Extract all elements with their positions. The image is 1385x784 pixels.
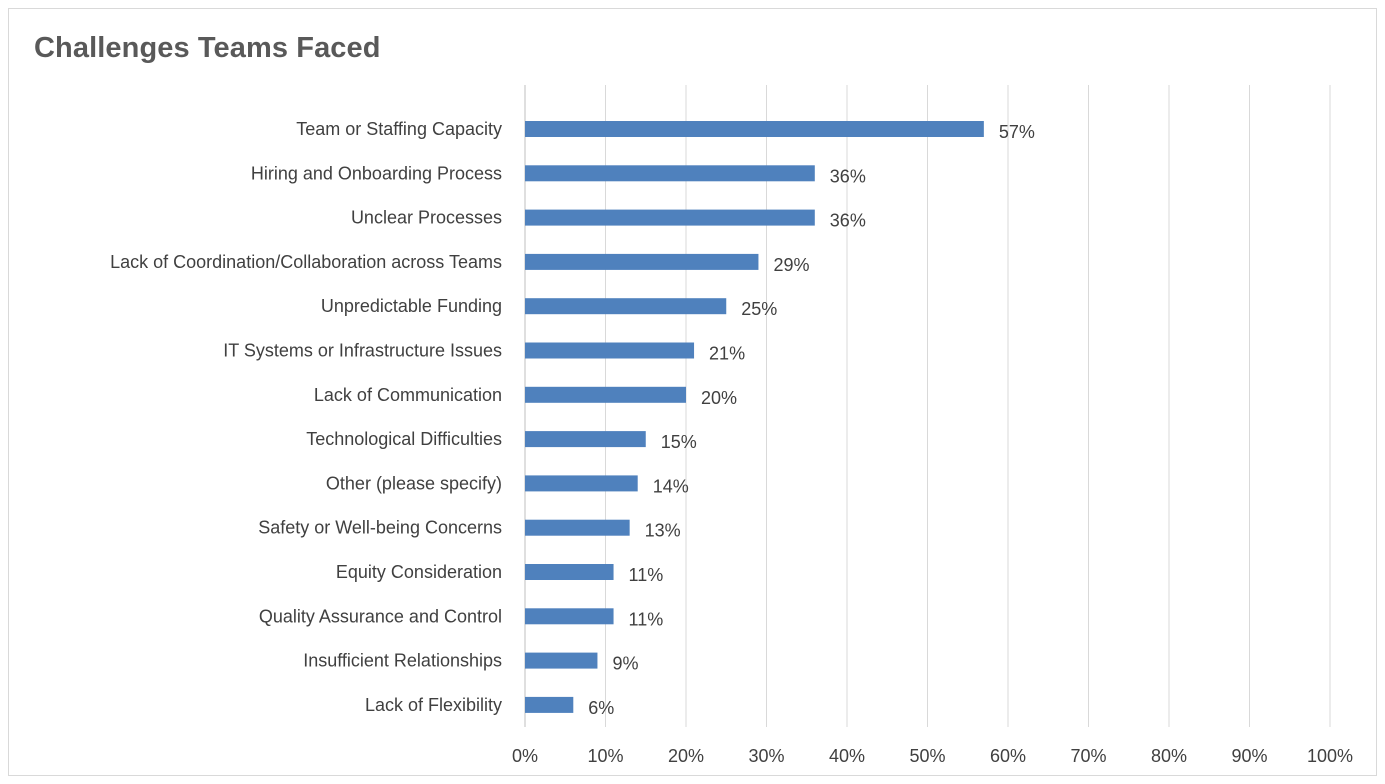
bar	[525, 298, 727, 315]
data-label: 25%	[741, 299, 777, 319]
bar	[525, 386, 686, 403]
category-label: Lack of Coordination/Collaboration acros…	[110, 252, 502, 272]
category-label: Quality Assurance and Control	[259, 606, 502, 626]
data-label: 6%	[588, 698, 614, 718]
x-tick-label: 80%	[1151, 746, 1187, 766]
bar	[525, 121, 984, 137]
x-tick-label: 30%	[748, 746, 784, 766]
data-label: 29%	[773, 255, 809, 275]
data-label: 57%	[999, 122, 1035, 142]
bar	[525, 431, 646, 448]
category-label: Lack of Flexibility	[365, 695, 502, 715]
data-label: 15%	[661, 432, 697, 452]
bar	[525, 165, 815, 182]
bar	[525, 652, 598, 669]
category-label: Technological Difficulties	[306, 429, 502, 449]
x-tick-label: 100%	[1307, 746, 1353, 766]
data-label: 14%	[653, 476, 689, 496]
chart-title: Challenges Teams Faced	[34, 32, 381, 64]
data-label: 21%	[709, 344, 745, 364]
category-label: Team or Staffing Capacity	[296, 119, 502, 139]
category-label: Hiring and Onboarding Process	[251, 163, 502, 183]
bar	[525, 519, 630, 536]
bar	[525, 475, 638, 492]
category-label: IT Systems or Infrastructure Issues	[223, 341, 502, 361]
x-tick-label: 90%	[1231, 746, 1267, 766]
x-tick-label: 40%	[829, 746, 865, 766]
category-label: Insufficient Relationships	[303, 651, 502, 671]
x-tick-label: 50%	[909, 746, 945, 766]
data-label: 13%	[645, 521, 681, 541]
x-tick-label: 20%	[668, 746, 704, 766]
bar	[525, 608, 614, 625]
category-label: Unclear Processes	[351, 208, 502, 228]
category-label: Lack of Communication	[314, 385, 502, 405]
data-label: 20%	[701, 388, 737, 408]
bar	[525, 253, 759, 270]
x-tick-label: 60%	[990, 746, 1026, 766]
category-label: Unpredictable Funding	[321, 296, 502, 316]
bar	[525, 564, 614, 580]
x-tick-label: 10%	[587, 746, 623, 766]
category-label: Equity Consideration	[336, 562, 502, 582]
data-label: 36%	[830, 166, 866, 186]
x-tick-label: 0%	[512, 746, 538, 766]
bar	[525, 342, 695, 359]
data-label: 36%	[830, 211, 866, 231]
bar	[525, 209, 815, 226]
data-label: 11%	[629, 609, 664, 629]
bar	[525, 696, 574, 713]
data-label: 9%	[612, 654, 638, 674]
category-label: Safety or Well-being Concerns	[258, 518, 502, 538]
x-tick-label: 70%	[1070, 746, 1106, 766]
category-label: Other (please specify)	[326, 473, 502, 493]
data-label: 11%	[629, 565, 664, 585]
